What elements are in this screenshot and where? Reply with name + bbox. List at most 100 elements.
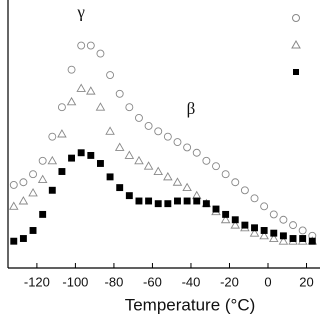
point <box>10 237 18 245</box>
x-tick-label: 0 <box>264 274 271 289</box>
point <box>76 83 86 92</box>
point <box>308 237 316 245</box>
point <box>212 205 220 213</box>
point <box>241 221 249 229</box>
point <box>250 194 259 203</box>
point <box>18 196 29 205</box>
point <box>114 142 125 151</box>
point <box>96 160 104 167</box>
point <box>251 224 258 232</box>
point <box>144 122 153 130</box>
point <box>163 171 173 181</box>
legend-marker <box>293 69 299 75</box>
point <box>66 96 77 106</box>
point <box>222 210 230 218</box>
point <box>289 235 297 242</box>
legend <box>291 14 301 75</box>
point <box>231 216 239 224</box>
point <box>29 227 37 234</box>
point <box>37 174 48 184</box>
point <box>163 132 172 141</box>
point <box>289 221 297 230</box>
x-tick-label: -120 <box>24 274 50 289</box>
point <box>116 184 124 192</box>
point <box>182 182 192 192</box>
point <box>298 226 307 235</box>
point <box>279 215 288 224</box>
x-tick-label: -80 <box>105 274 124 289</box>
point <box>221 170 230 179</box>
point <box>193 197 201 205</box>
point <box>106 71 115 79</box>
point <box>260 227 268 234</box>
point <box>39 210 47 218</box>
point <box>154 127 163 136</box>
point <box>106 173 114 181</box>
point <box>135 197 143 205</box>
point <box>57 103 66 112</box>
point <box>240 186 249 195</box>
point <box>29 170 37 179</box>
point <box>164 200 172 208</box>
point <box>47 155 58 165</box>
point <box>95 102 106 111</box>
point <box>202 156 211 165</box>
point <box>124 150 135 159</box>
point <box>259 230 269 240</box>
point <box>145 197 153 205</box>
point <box>220 214 231 224</box>
point <box>67 65 76 74</box>
point <box>125 192 133 200</box>
annotation: γ <box>76 2 85 21</box>
point <box>57 129 67 138</box>
point <box>143 161 154 170</box>
point <box>212 162 220 171</box>
point <box>172 177 183 186</box>
point <box>87 151 95 159</box>
point <box>231 178 240 187</box>
point <box>270 229 278 237</box>
point <box>278 236 289 245</box>
point <box>48 132 57 141</box>
point <box>125 103 134 112</box>
point <box>19 178 28 187</box>
point <box>48 186 56 194</box>
legend-marker <box>292 14 300 22</box>
point <box>230 220 241 229</box>
point <box>134 155 144 165</box>
x-tick-label: -20 <box>220 274 239 289</box>
point <box>38 156 47 165</box>
point <box>174 197 181 205</box>
point <box>153 166 163 175</box>
point <box>173 138 182 146</box>
point <box>249 228 260 237</box>
point <box>28 188 38 197</box>
annotation: β <box>187 99 196 118</box>
point <box>77 149 85 157</box>
point <box>154 200 162 208</box>
point <box>269 233 279 242</box>
point <box>202 200 210 208</box>
point <box>269 210 278 219</box>
point <box>183 143 192 152</box>
point <box>77 41 86 50</box>
x-tick-label: -40 <box>182 274 201 289</box>
point <box>9 180 18 189</box>
x-tick-label: -60 <box>143 274 162 289</box>
point <box>58 168 66 175</box>
point <box>135 113 143 122</box>
point <box>183 197 191 205</box>
point <box>68 154 76 162</box>
x-tick-label: 20 <box>299 274 313 289</box>
x-tick-label: -100 <box>62 274 88 289</box>
point <box>105 126 115 135</box>
point <box>192 148 201 157</box>
point <box>96 49 105 58</box>
point <box>260 202 269 211</box>
point <box>9 201 19 210</box>
point <box>19 235 27 242</box>
point <box>115 89 124 98</box>
point <box>86 86 96 95</box>
x-axis-label: Temperature (°C) <box>125 295 256 314</box>
